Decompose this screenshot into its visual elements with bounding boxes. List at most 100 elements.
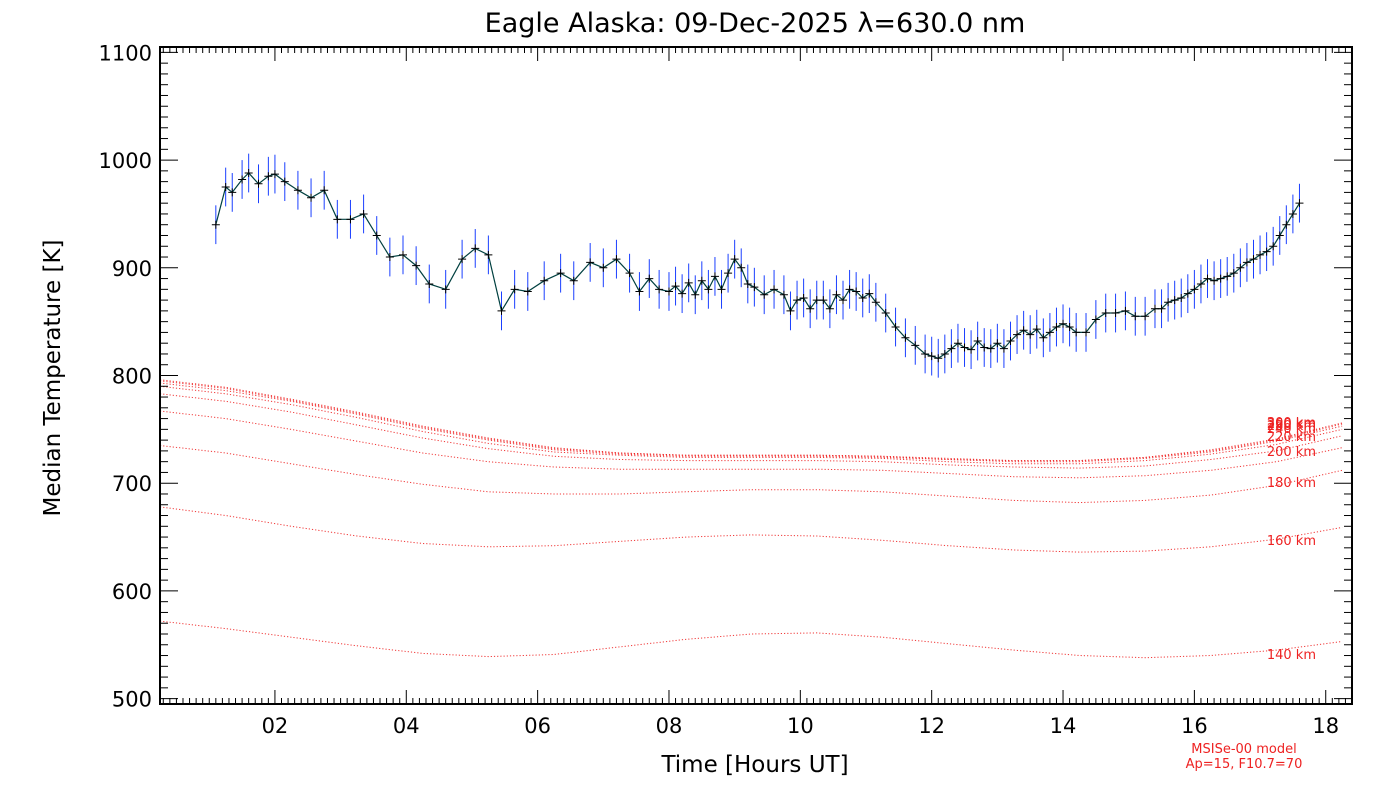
data-point [540, 276, 549, 285]
measured-line [215, 172, 1301, 359]
data-point [953, 339, 962, 348]
model-label-140-km: 140 km [1267, 648, 1316, 663]
data-point [599, 263, 608, 272]
model-curve-200-km [159, 410, 1343, 479]
model-curve-180-km [159, 445, 1343, 504]
data-point [793, 296, 802, 305]
tick-labels: 02 04 06 08 10 12 14 16 18 500 600 700 800 900 1000 110… [99, 41, 1340, 738]
data-point [1164, 298, 1173, 307]
data-point [980, 343, 989, 352]
y-tick-label: 1100 [99, 41, 152, 65]
data-point [254, 179, 263, 188]
data-point [901, 333, 910, 342]
y-tick-label: 500 [112, 688, 152, 712]
model-curves [159, 379, 1343, 659]
data-point [1019, 326, 1028, 335]
x-tick-label: 06 [524, 714, 551, 738]
data-point [1256, 250, 1265, 259]
data-point [940, 349, 949, 358]
model-curve-240-km [159, 385, 1343, 465]
data-point [691, 290, 700, 299]
data-point [1236, 263, 1245, 272]
data-point [264, 172, 273, 181]
data-point [891, 323, 900, 332]
model-curve-160-km [159, 506, 1343, 553]
data-point [973, 337, 982, 346]
data-point [819, 296, 828, 305]
data-point [1229, 269, 1238, 278]
data-point [270, 170, 279, 179]
x-tick-label: 02 [262, 714, 289, 738]
data-point [412, 261, 421, 270]
model-label-300-km: 300 km [1267, 416, 1316, 431]
data-point [934, 354, 943, 363]
data-point [211, 220, 220, 229]
data-point [1082, 328, 1091, 337]
data-point [320, 186, 329, 195]
data-point [1170, 296, 1179, 305]
data-point [799, 293, 808, 302]
data-point [1223, 272, 1232, 281]
data-point [947, 344, 956, 353]
x-axis-label: Time [Hours UT] [660, 752, 848, 778]
data-point [1196, 279, 1205, 288]
x-tick-label: 18 [1312, 714, 1339, 738]
data-point [760, 290, 769, 299]
model-label-220-km: 220 km [1267, 430, 1316, 445]
data-point [1006, 337, 1015, 346]
data-point [346, 215, 355, 224]
data-point [293, 186, 302, 195]
data-point [724, 269, 733, 278]
data-point [1183, 289, 1192, 298]
data-point [372, 231, 381, 240]
data-point [625, 269, 634, 278]
data-point [871, 298, 880, 307]
data-point [730, 255, 739, 264]
data-point [635, 287, 644, 296]
data-point [911, 341, 920, 350]
data-point [1039, 333, 1048, 342]
data-point [1203, 274, 1212, 283]
model-label-280-km: 280 km [1267, 419, 1316, 434]
data-point [1072, 328, 1081, 337]
data-point [221, 183, 230, 192]
data-point [1282, 220, 1291, 229]
data-point [1131, 312, 1140, 321]
model-label-160-km: 160 km [1267, 534, 1316, 549]
data-point [993, 339, 1002, 348]
model-curve-260-km [159, 382, 1343, 463]
data-point [710, 272, 719, 281]
data-point [1190, 285, 1199, 294]
x-tick-label: 08 [656, 714, 683, 738]
data-point [967, 345, 976, 354]
data-point [960, 343, 969, 352]
data-point [671, 282, 680, 291]
model-label-260-km: 260 km [1267, 417, 1316, 432]
data-point [770, 285, 779, 294]
data-point [586, 258, 595, 267]
axes [159, 46, 1353, 705]
data-point [1013, 330, 1022, 339]
data-point [425, 279, 434, 288]
data-point [458, 255, 467, 264]
data-point [697, 276, 706, 285]
data-point [832, 290, 841, 299]
data-point [471, 244, 480, 253]
data-point [307, 193, 316, 202]
x-tick-label: 16 [1181, 714, 1208, 738]
data-point [1177, 293, 1186, 302]
data-point [333, 215, 342, 224]
model-label-200-km: 200 km [1267, 445, 1316, 460]
x-tick-label: 10 [787, 714, 814, 738]
y-tick-label: 600 [112, 580, 152, 604]
data-point [569, 276, 578, 285]
data-point [704, 285, 713, 294]
data-point [1045, 328, 1054, 337]
data-point [684, 278, 693, 287]
model-curve-220-km [159, 393, 1343, 469]
data-point [845, 285, 854, 294]
data-point [441, 285, 450, 294]
data-point [1275, 231, 1284, 240]
x-tick-label: 14 [1050, 714, 1077, 738]
